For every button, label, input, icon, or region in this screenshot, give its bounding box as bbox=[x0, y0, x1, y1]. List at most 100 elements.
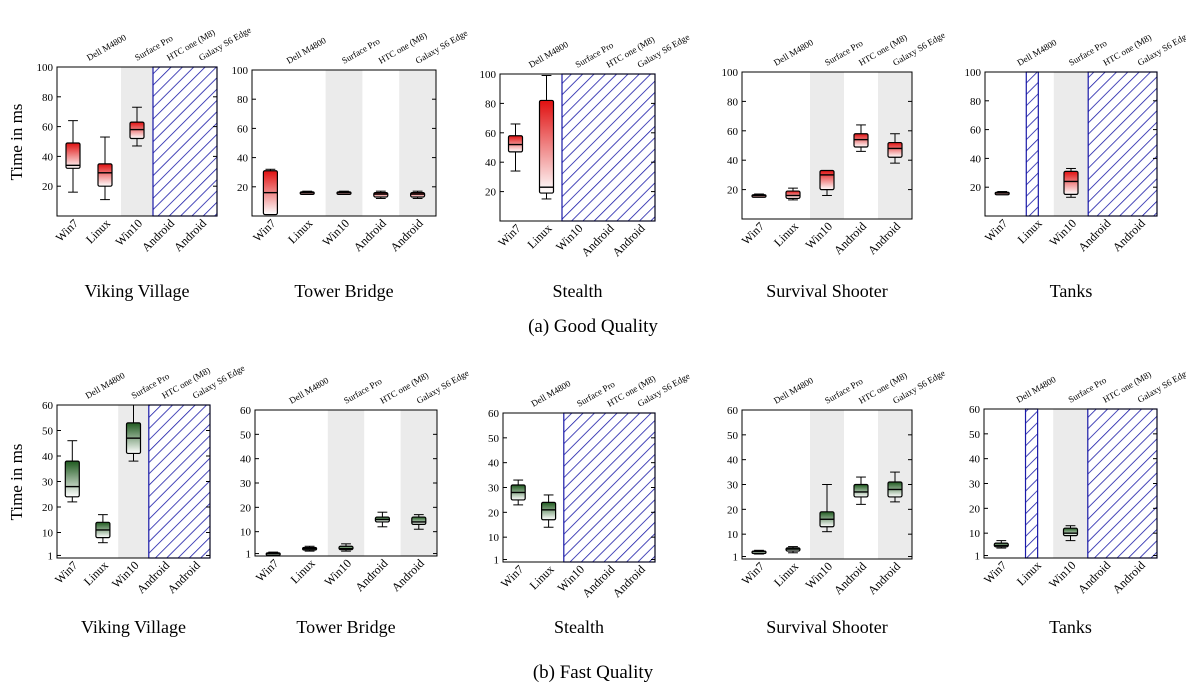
box-win7-0 bbox=[994, 191, 1010, 196]
os-label-win7: Win7 bbox=[52, 558, 80, 586]
os-label-android: Android bbox=[865, 559, 903, 597]
box-body bbox=[887, 141, 903, 158]
y-tick-label: 80 bbox=[237, 94, 249, 106]
os-label-android: Android bbox=[1075, 216, 1113, 254]
box-win10-2 bbox=[819, 169, 835, 196]
y-tick-label: 60 bbox=[969, 404, 981, 416]
y-tick-label: 20 bbox=[969, 503, 981, 515]
box-linux-1 bbox=[302, 545, 318, 552]
y-tick-label: 50 bbox=[969, 429, 981, 441]
y-axis-label-good: Time in ms bbox=[7, 104, 26, 181]
unsupported-hatch-region bbox=[561, 73, 656, 222]
box-body bbox=[853, 133, 869, 148]
box-linux-1 bbox=[95, 514, 111, 544]
os-label-linux: Linux bbox=[288, 556, 318, 586]
os-label-win7: Win7 bbox=[739, 559, 767, 587]
y-tick-label: 40 bbox=[240, 454, 252, 466]
box-win7-0 bbox=[510, 479, 526, 506]
os-label-android: Android bbox=[171, 216, 209, 254]
y-tick-label: 40 bbox=[42, 451, 54, 463]
os-label-linux: Linux bbox=[1015, 216, 1045, 246]
device-label-dell-m4800: Dell M4800 bbox=[287, 375, 330, 406]
box-win7-0 bbox=[507, 123, 524, 172]
unsupported-hatch-region bbox=[1087, 71, 1158, 217]
unsupported-hatch-region bbox=[148, 404, 211, 559]
box-body bbox=[411, 516, 427, 525]
box-win7-0 bbox=[265, 551, 281, 556]
box-android-3 bbox=[853, 476, 869, 505]
os-label-win10: Win10 bbox=[1046, 558, 1079, 591]
os-label-linux: Linux bbox=[83, 216, 113, 246]
plot-frame bbox=[741, 71, 913, 220]
box-body bbox=[410, 192, 426, 198]
y-tick-label: 60 bbox=[970, 125, 982, 137]
y-tick-label: 1 bbox=[494, 555, 500, 567]
panel-title-fast-tanks: Tanks bbox=[1049, 617, 1092, 637]
y-tick-label: 50 bbox=[42, 426, 54, 438]
unsupported-hatch-region bbox=[152, 66, 218, 217]
y-tick-label: 80 bbox=[485, 98, 497, 110]
os-label-linux: Linux bbox=[285, 216, 315, 246]
y-tick-label: 20 bbox=[727, 185, 739, 197]
y-tick-label: 20 bbox=[42, 502, 54, 514]
y-tick-label: 40 bbox=[727, 455, 739, 467]
box-win10-2 bbox=[338, 543, 354, 552]
os-label-win10: Win10 bbox=[319, 216, 352, 249]
box-body bbox=[64, 460, 80, 498]
panel-title-good-tower-bridge: Tower Bridge bbox=[294, 281, 393, 301]
device-label-galaxy-s6-edge: Galaxy S6 Edge bbox=[636, 371, 692, 409]
device-label-dell-m4800: Dell M4800 bbox=[85, 32, 128, 63]
y-tick-label: 10 bbox=[42, 528, 54, 540]
panel-title-good-survival-shooter: Survival Shooter bbox=[766, 281, 888, 301]
unsupported-hatch-region bbox=[1087, 408, 1158, 559]
unsupported-hatch-region bbox=[1024, 408, 1039, 559]
box-body bbox=[540, 501, 557, 521]
y-tick-label: 40 bbox=[42, 151, 54, 163]
y-tick-label: 40 bbox=[727, 155, 739, 167]
panel-title-fast-survival-shooter: Survival Shooter bbox=[766, 617, 888, 637]
y-tick-label: 40 bbox=[237, 153, 249, 165]
os-label-win7: Win7 bbox=[982, 216, 1010, 244]
box-body bbox=[1063, 170, 1079, 195]
y-tick-label: 50 bbox=[240, 429, 252, 441]
os-label-android: Android bbox=[578, 221, 616, 259]
box-body bbox=[853, 483, 869, 498]
y-tick-label: 60 bbox=[488, 408, 500, 420]
y-tick-label: 20 bbox=[970, 182, 982, 194]
y-tick-label: 50 bbox=[727, 430, 739, 442]
y-tick-label: 20 bbox=[237, 182, 249, 194]
plot-frame bbox=[251, 69, 437, 217]
y-tick-label: 60 bbox=[727, 405, 739, 417]
panel-title-fast-viking-village: Viking Village bbox=[81, 617, 186, 637]
y-tick-label: 100 bbox=[37, 62, 54, 74]
box-linux-1 bbox=[538, 74, 555, 200]
y-tick-label: 40 bbox=[970, 153, 982, 165]
y-tick-label: 60 bbox=[240, 405, 252, 417]
os-label-android: Android bbox=[831, 559, 869, 597]
box-android-3 bbox=[853, 124, 869, 152]
caption-fast-quality: (b) Fast Quality bbox=[532, 662, 654, 683]
os-label-linux: Linux bbox=[771, 559, 801, 589]
box-win10-2 bbox=[129, 106, 145, 147]
y-tick-label: 80 bbox=[727, 96, 739, 108]
box-win7-0 bbox=[64, 440, 80, 503]
y-tick-label: 10 bbox=[488, 532, 500, 544]
caption-good-quality: (a) Good Quality bbox=[528, 316, 658, 337]
os-label-win7: Win7 bbox=[250, 216, 278, 244]
os-label-android: Android bbox=[139, 216, 177, 254]
box-linux-1 bbox=[97, 136, 113, 201]
box-body bbox=[129, 121, 145, 140]
box-win7-0 bbox=[751, 193, 767, 198]
plot-frame bbox=[56, 66, 218, 217]
os-label-android: Android bbox=[579, 562, 617, 600]
panel-title-fast-stealth: Stealth bbox=[554, 617, 604, 637]
y-tick-label: 40 bbox=[485, 157, 497, 169]
y-tick-label: 10 bbox=[969, 528, 981, 540]
y-tick-label: 100 bbox=[965, 67, 982, 79]
